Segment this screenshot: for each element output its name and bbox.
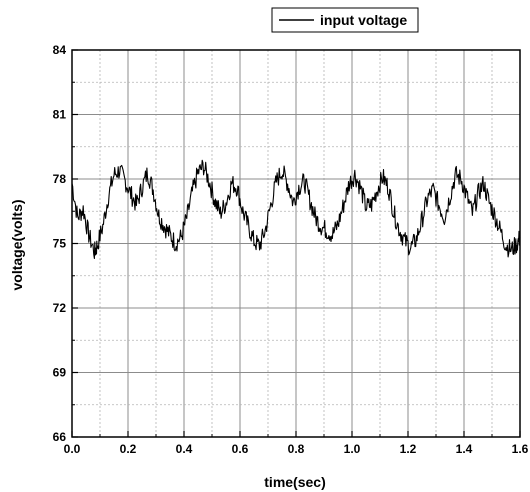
grid — [72, 50, 520, 437]
x-axis-title: time(sec) — [264, 474, 325, 490]
x-tick-label: 0.4 — [176, 442, 193, 456]
legend: input voltage — [271, 7, 419, 33]
y-tick-label: 69 — [53, 366, 67, 380]
series-line-input-voltage — [71, 159, 521, 260]
x-tick-label: 1.2 — [400, 442, 417, 456]
x-tick-label: 0.0 — [64, 442, 81, 456]
series-layer — [71, 159, 521, 260]
x-tick-label: 1.0 — [344, 442, 361, 456]
y-tick-labels: 66 69 72 75 78 81 84 — [53, 43, 67, 444]
y-tick-label: 66 — [53, 430, 67, 444]
axis-ticks — [71, 49, 521, 438]
y-tick-label: 78 — [53, 172, 67, 186]
x-tick-label: 1.4 — [456, 442, 473, 456]
legend-label-input-voltage: input voltage — [320, 12, 407, 28]
y-axis-title: voltage(volts) — [9, 199, 25, 290]
y-tick-label: 72 — [53, 301, 67, 315]
x-tick-label: 1.6 — [512, 442, 529, 456]
y-tick-label: 75 — [53, 237, 67, 251]
x-tick-label: 0.8 — [288, 442, 305, 456]
x-tick-label: 0.6 — [232, 442, 249, 456]
x-tick-label: 0.2 — [120, 442, 137, 456]
y-tick-label: 81 — [53, 108, 67, 122]
y-tick-label: 84 — [53, 43, 67, 57]
x-tick-labels: 0.0 0.2 0.4 0.6 0.8 1.0 1.2 1.4 1.6 — [64, 442, 529, 456]
